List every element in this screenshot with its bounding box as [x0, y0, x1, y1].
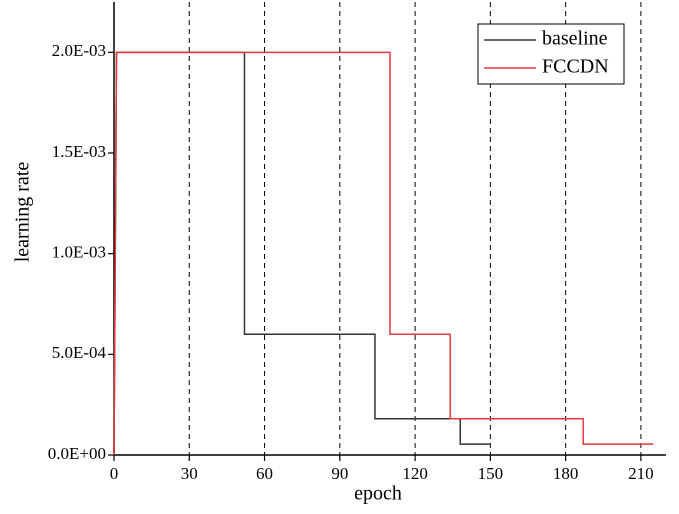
- y-tick-label: 1.0E-03: [52, 243, 106, 262]
- y-axis-label: learning rate: [12, 162, 34, 263]
- x-tick-label: 150: [478, 464, 504, 483]
- x-tick-label: 210: [628, 464, 654, 483]
- x-tick-label: 0: [110, 464, 119, 483]
- x-tick-label: 90: [331, 464, 348, 483]
- legend-label: baseline: [542, 28, 608, 50]
- x-tick-label: 30: [181, 464, 198, 483]
- x-axis-label: epoch: [354, 483, 402, 505]
- x-tick-label: 60: [256, 464, 273, 483]
- x-tick-label: 120: [402, 464, 428, 483]
- x-tick-label: 180: [553, 464, 579, 483]
- y-tick-label: 1.5E-03: [52, 142, 106, 161]
- y-tick-label: 5.0E-04: [52, 343, 107, 362]
- legend-label: FCCDN: [542, 56, 609, 78]
- series-line: [113, 51, 491, 456]
- legend-box: [477, 23, 625, 85]
- series-line: [113, 51, 654, 456]
- y-tick-label: 0.0E+00: [48, 444, 106, 463]
- y-tick-label: 2.0E-03: [52, 41, 106, 60]
